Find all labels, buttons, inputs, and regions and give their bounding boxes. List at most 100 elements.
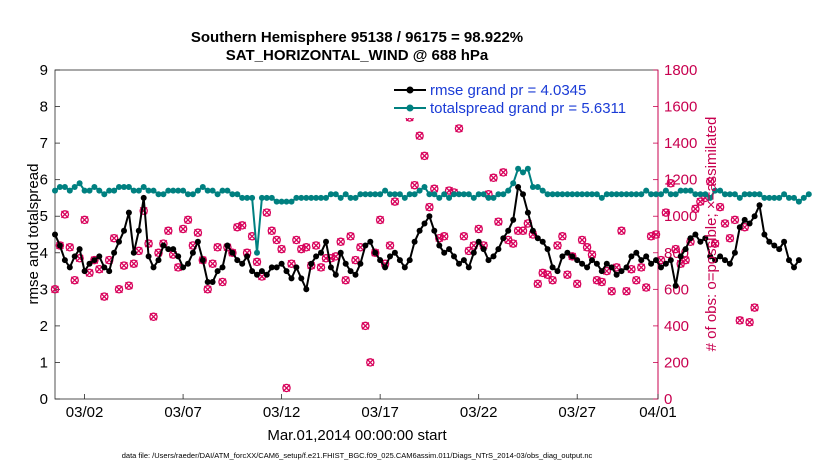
spread-point [396, 191, 403, 198]
spread-point [618, 191, 625, 198]
rmse-point [347, 268, 354, 275]
spread-point [795, 198, 802, 205]
x-tick-label: 03/07 [164, 404, 202, 421]
rmse-point [406, 257, 413, 264]
spread-point [470, 194, 477, 201]
rmse-point [52, 231, 58, 238]
rmse-point [204, 279, 211, 285]
spread-point [431, 191, 438, 198]
obs-point [725, 233, 735, 243]
spread-point [254, 249, 260, 256]
spread-point [697, 191, 704, 198]
spread-point [554, 191, 561, 198]
rmse-point [613, 271, 620, 278]
spread-point [559, 191, 566, 198]
obs-point [341, 275, 350, 285]
x-tick-label: 03/17 [361, 404, 399, 421]
y-tick-label-left: 4 [40, 245, 48, 262]
rmse-point [111, 249, 118, 256]
obs-point [641, 283, 651, 292]
spread-point [268, 194, 275, 201]
obs-point [316, 263, 326, 272]
spread-point [475, 191, 482, 198]
y-tick-label-left: 8 [40, 99, 48, 116]
rmse-point [180, 264, 187, 271]
spread-point [746, 191, 753, 198]
rmse-point [510, 216, 517, 223]
spread-point [135, 187, 142, 194]
spread-point [116, 184, 122, 190]
spread-point [593, 191, 600, 198]
spread-point [791, 194, 797, 201]
spread-point [278, 198, 285, 205]
spread-point [185, 191, 191, 198]
spread-point [56, 184, 63, 190]
rmse-point [618, 268, 625, 275]
rmse-point [460, 257, 467, 264]
spread-point [150, 187, 157, 194]
obs-point [213, 243, 222, 252]
rmse-point [224, 242, 231, 249]
spread-point [125, 184, 132, 190]
rmse-point [756, 202, 763, 209]
spread-point [800, 194, 807, 201]
spread-point [446, 194, 453, 201]
obs-point [715, 202, 725, 212]
spread-point [175, 187, 182, 194]
obs-point [499, 168, 508, 177]
spread-point [495, 191, 502, 198]
spread-point [539, 187, 546, 194]
legend-label-spread: totalspread grand pr = 5.6311 [430, 100, 626, 117]
spread-point [500, 191, 507, 198]
spread-point [717, 187, 724, 194]
obs-point [705, 177, 715, 186]
legend-marker-rmse [406, 86, 414, 94]
spread-point [86, 187, 93, 194]
spread-point [219, 187, 226, 194]
obs-point [425, 202, 434, 212]
rmse-point [337, 249, 344, 256]
spread-point [367, 191, 374, 198]
obs-point [563, 270, 572, 279]
obs-point [124, 281, 134, 290]
spread-point [485, 194, 492, 201]
rmse-point [465, 264, 472, 271]
rmse-point [520, 191, 526, 198]
spread-point [643, 187, 650, 194]
rmse-point [165, 246, 172, 253]
rmse-point [106, 268, 113, 275]
obs-point [390, 197, 400, 206]
spread-point [731, 191, 738, 198]
spread-point [805, 191, 812, 198]
x-tick-label: 04/01 [639, 404, 677, 421]
spread-point [515, 165, 522, 172]
rmse-point [298, 275, 305, 282]
rmse-point [372, 249, 379, 256]
spread-point [712, 187, 719, 194]
rmse-point [431, 227, 438, 234]
obs-point [494, 217, 503, 226]
rmse-point [121, 227, 127, 234]
rmse-point [771, 242, 778, 249]
rmse-point [411, 238, 418, 245]
rmse-point [480, 246, 487, 253]
y-tick-label-right: 400 [664, 318, 689, 335]
obs-point [336, 237, 345, 247]
spread-point [638, 191, 645, 198]
y-tick-label-left: 0 [40, 391, 48, 408]
obs-point [287, 259, 296, 268]
obs-point [262, 208, 272, 217]
rmse-point [357, 260, 364, 267]
obs-point [297, 244, 306, 254]
spread-point [451, 191, 457, 198]
y-tick-label-left: 3 [40, 281, 48, 298]
rmse-point [702, 235, 709, 242]
rmse-point [490, 253, 497, 260]
spread-point [741, 191, 748, 198]
spread-series [52, 165, 812, 256]
rmse-point [91, 257, 98, 264]
spread-point [214, 191, 221, 198]
plot-area [54, 69, 659, 400]
rmse-point [145, 253, 152, 260]
